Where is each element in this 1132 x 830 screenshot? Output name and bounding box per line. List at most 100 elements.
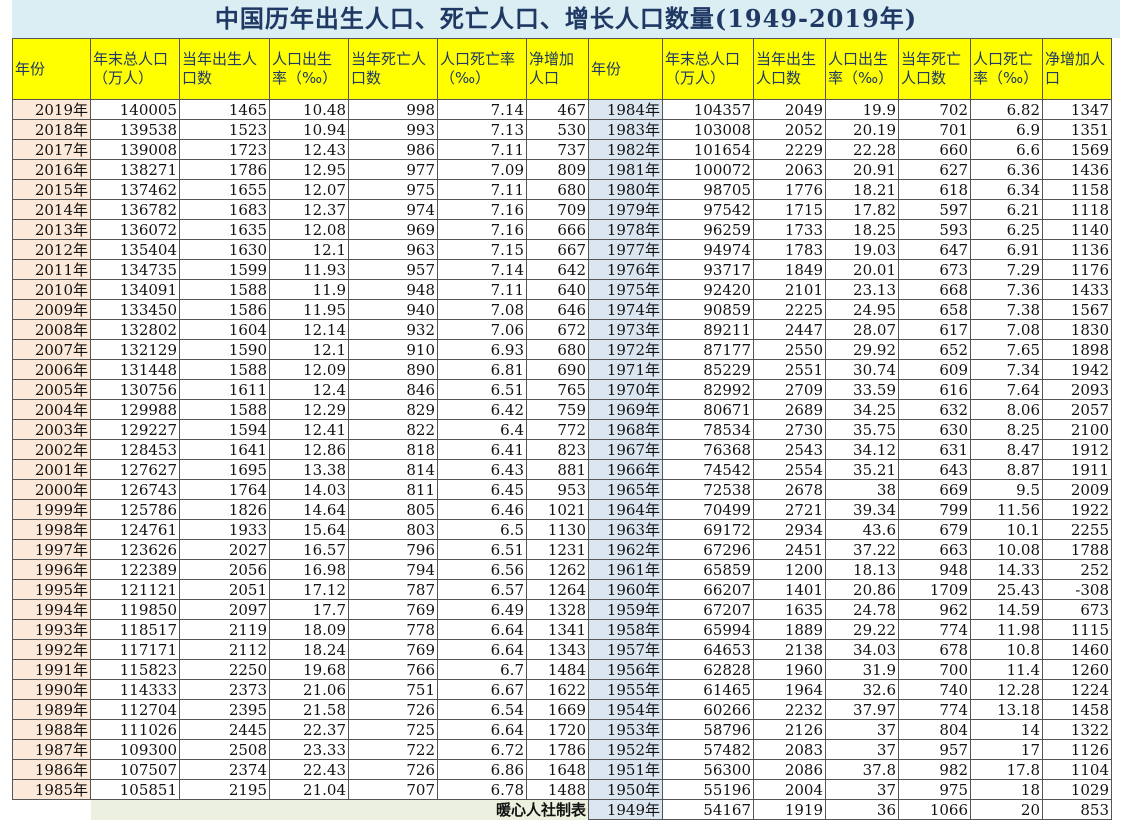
column-header: 年份: [588, 38, 663, 100]
value-cell: 1669: [526, 699, 589, 720]
value-cell: 1569: [1042, 139, 1112, 160]
value-cell: 37.8: [825, 759, 899, 780]
column-header: 当年死亡人口数: [898, 38, 971, 100]
value-cell: 90859: [662, 299, 754, 320]
value-cell: 2551: [753, 359, 826, 380]
year-cell: 1951年: [588, 759, 663, 780]
value-cell: 765: [526, 379, 589, 400]
column-header: 人口出生率（‰）: [269, 38, 349, 100]
value-cell: 31.9: [825, 659, 899, 680]
table-row: 1987年 109300 2508 23.33 722 6.72 1786 1952年 5748…: [12, 739, 1112, 760]
value-cell: 7.16: [437, 199, 527, 220]
value-cell: 6.42: [437, 399, 527, 420]
value-cell: 12.1: [269, 239, 349, 260]
value-cell: 673: [1042, 599, 1112, 620]
page-title: 中国历年出生人口、死亡人口、增长人口数量(1949-2019年): [12, 0, 1120, 38]
value-cell: 957: [348, 259, 438, 280]
value-cell: 778: [348, 619, 438, 640]
value-cell: 948: [898, 559, 971, 580]
year-cell: 1957年: [588, 639, 663, 660]
value-cell: 14.59: [970, 599, 1043, 620]
value-cell: 680: [526, 179, 589, 200]
value-cell: 6.81: [437, 359, 527, 380]
year-cell: 1954年: [588, 699, 663, 720]
value-cell: 11.98: [970, 619, 1043, 640]
table-row: 2013年 136072 1635 12.08 969 7.16 666 1978年 96259…: [12, 219, 1112, 240]
table-row: 1988年 111026 2445 22.37 725 6.64 1720 1953年 5879…: [12, 719, 1112, 740]
value-cell: 137462: [90, 179, 180, 200]
value-cell: 6.54: [437, 699, 527, 720]
value-cell: 67207: [662, 599, 754, 620]
value-cell: 963: [348, 239, 438, 260]
value-cell: 134091: [90, 279, 180, 300]
value-cell: 2126: [753, 719, 826, 740]
year-cell: 2005年: [12, 379, 91, 400]
value-cell: 29.92: [825, 339, 899, 360]
year-cell: 2000年: [12, 479, 91, 500]
value-cell: 33.59: [825, 379, 899, 400]
value-cell: 17: [970, 739, 1043, 760]
value-cell: 597: [898, 199, 971, 220]
table-row: 2004年 129988 1588 12.29 829 6.42 759 1969年 80671…: [12, 399, 1112, 420]
value-cell: 7.29: [970, 259, 1043, 280]
table-row: 1997年 123626 2027 16.57 796 6.51 1231 1962年 6729…: [12, 539, 1112, 560]
table-row: 2002年 128453 1641 12.86 818 6.41 823 1967年 76368…: [12, 439, 1112, 460]
value-cell: 1484: [526, 659, 589, 680]
value-cell: 737: [526, 139, 589, 160]
value-cell: 1328: [526, 599, 589, 620]
value-cell: 617: [898, 319, 971, 340]
value-cell: 1322: [1042, 719, 1112, 740]
value-cell: 7.15: [437, 239, 527, 260]
value-cell: 89211: [662, 319, 754, 340]
table-row: 2006年 131448 1588 12.09 890 6.81 690 1971年 85229…: [12, 359, 1112, 380]
value-cell: 10.8: [970, 639, 1043, 660]
value-cell: 7.13: [437, 119, 527, 140]
value-cell: 2730: [753, 419, 826, 440]
year-cell: 1991年: [12, 659, 91, 680]
year-cell: 1995年: [12, 579, 91, 600]
year-cell: 1984年: [588, 99, 663, 120]
value-cell: 129988: [90, 399, 180, 420]
value-cell: 974: [348, 199, 438, 220]
value-cell: 34.03: [825, 639, 899, 660]
value-cell: 8.87: [970, 459, 1043, 480]
value-cell: 135404: [90, 239, 180, 260]
value-cell: 1964: [753, 679, 826, 700]
value-cell: 122389: [90, 559, 180, 580]
value-cell: 15.64: [269, 519, 349, 540]
value-cell: 1933: [179, 519, 270, 540]
year-cell: 1952年: [588, 739, 663, 760]
year-cell: 1989年: [12, 699, 91, 720]
value-cell: 11.56: [970, 499, 1043, 520]
value-cell: 76368: [662, 439, 754, 460]
value-cell: 642: [526, 259, 589, 280]
value-cell: 14.33: [970, 559, 1043, 580]
value-cell: 2004: [753, 779, 826, 800]
value-cell: 1604: [179, 319, 270, 340]
value-cell: 19.68: [269, 659, 349, 680]
value-cell: 2508: [179, 739, 270, 760]
year-cell: 2016年: [12, 159, 91, 180]
value-cell: 14.64: [269, 499, 349, 520]
value-cell: 43.6: [825, 519, 899, 540]
value-cell: 890: [348, 359, 438, 380]
value-cell: 2395: [179, 699, 270, 720]
value-cell: 6.51: [437, 379, 527, 400]
value-cell: 8.25: [970, 419, 1043, 440]
value-cell: 616: [898, 379, 971, 400]
value-cell: 10.94: [269, 119, 349, 140]
value-cell: 20.91: [825, 159, 899, 180]
year-cell: 1981年: [588, 159, 663, 180]
value-cell: 2250: [179, 659, 270, 680]
table-row: 2010年 134091 1588 11.9 948 7.11 640 1975年 92420 2…: [12, 279, 1112, 300]
value-cell: 23.13: [825, 279, 899, 300]
year-cell: 1974年: [588, 299, 663, 320]
value-cell: 957: [898, 739, 971, 760]
value-cell: 2225: [753, 299, 826, 320]
value-cell: 127627: [90, 459, 180, 480]
value-cell: 139538: [90, 119, 180, 140]
value-cell: 11.93: [269, 259, 349, 280]
value-cell: 998: [348, 99, 438, 120]
value-cell: 2052: [753, 119, 826, 140]
value-cell: 7.14: [437, 259, 527, 280]
